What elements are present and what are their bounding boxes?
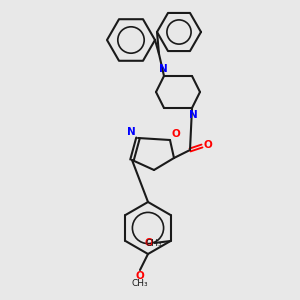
Text: O: O xyxy=(171,129,180,139)
Text: N: N xyxy=(159,64,167,74)
Text: O: O xyxy=(136,271,144,281)
Text: O: O xyxy=(145,238,154,248)
Text: N: N xyxy=(189,110,197,120)
Text: CH₃: CH₃ xyxy=(146,239,162,248)
Text: N: N xyxy=(127,127,136,137)
Text: CH₃: CH₃ xyxy=(132,279,148,288)
Text: O: O xyxy=(204,140,213,150)
